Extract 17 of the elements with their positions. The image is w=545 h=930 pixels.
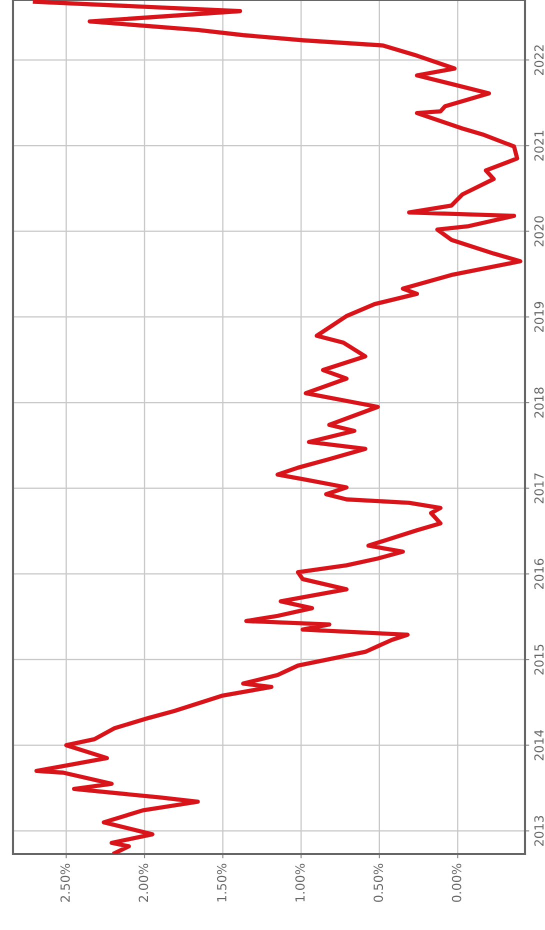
x-tick-label: 2.00%: [138, 864, 148, 902]
line-series: [32, 0, 522, 854]
y-tick-label: 2022: [534, 45, 544, 75]
x-tick-label: 0.50%: [374, 864, 384, 902]
y-tick-label: 2019: [534, 302, 544, 332]
y-tick-label: 2017: [534, 473, 544, 504]
y-tick-label: 2016: [534, 558, 544, 589]
y-tick-label: 2020: [534, 216, 544, 246]
y-tick-label: 2021: [534, 130, 544, 161]
x-tick-label: 0.00%: [452, 864, 462, 902]
y-tick-label: 2015: [534, 644, 544, 675]
y-tick-label: 2018: [534, 388, 544, 418]
x-tick-label: 2.50%: [60, 864, 70, 902]
y-tick-label: 2013: [534, 816, 544, 846]
x-tick-label: 1.50%: [216, 864, 226, 902]
y-tick-label: 2014: [534, 730, 544, 760]
x-tick-label: 1.00%: [295, 864, 305, 902]
